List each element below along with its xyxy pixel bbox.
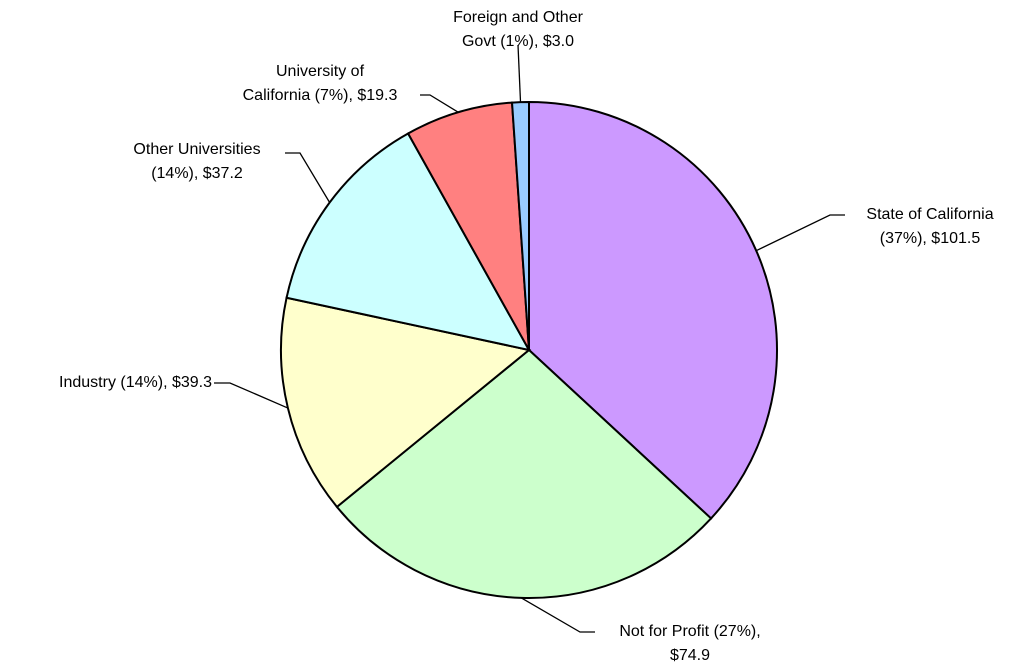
slice-label-line: Foreign and Other: [453, 9, 584, 26]
pie-slice: [510, 100, 530, 351]
pie-slice: [335, 348, 713, 599]
slice-label: Other Universities (14%), $37.2: [133, 141, 260, 182]
slice-label-line: (14%), $37.2: [151, 165, 243, 182]
leader-line: [285, 152, 331, 203]
leader-line: [521, 597, 595, 633]
leader-line: [517, 44, 522, 103]
slice-label-line: Govt (1%), $3.0: [462, 33, 574, 50]
leader-line: [755, 214, 845, 252]
slice-label-line: $74.9: [670, 647, 710, 664]
slice-label-line: (37%), $101.5: [880, 230, 981, 247]
leader-line: [214, 382, 289, 409]
pie-slice: [406, 101, 530, 351]
slice-label-line: California (7%), $19.3: [243, 87, 398, 104]
slice-label-line: University of: [276, 63, 365, 80]
slice-label-line: Industry (14%), $39.3: [59, 374, 212, 391]
pie-slice: [280, 296, 532, 509]
slice-label: Industry (14%), $39.3: [59, 374, 212, 391]
leader-line: [420, 94, 459, 113]
pie-slice: [285, 132, 531, 352]
slice-label: Foreign and Other Govt (1%), $3.0: [453, 9, 584, 50]
slice-label-line: State of California: [866, 206, 993, 223]
slice-label-line: Other Universities: [133, 141, 260, 158]
slice-label: State of California (37%), $101.5: [866, 206, 993, 247]
slice-label: Not for Profit (27%), $74.9: [619, 623, 760, 664]
slice-label: University of California (7%), $19.3: [243, 63, 398, 104]
slice-label-line: Not for Profit (27%),: [619, 623, 760, 640]
